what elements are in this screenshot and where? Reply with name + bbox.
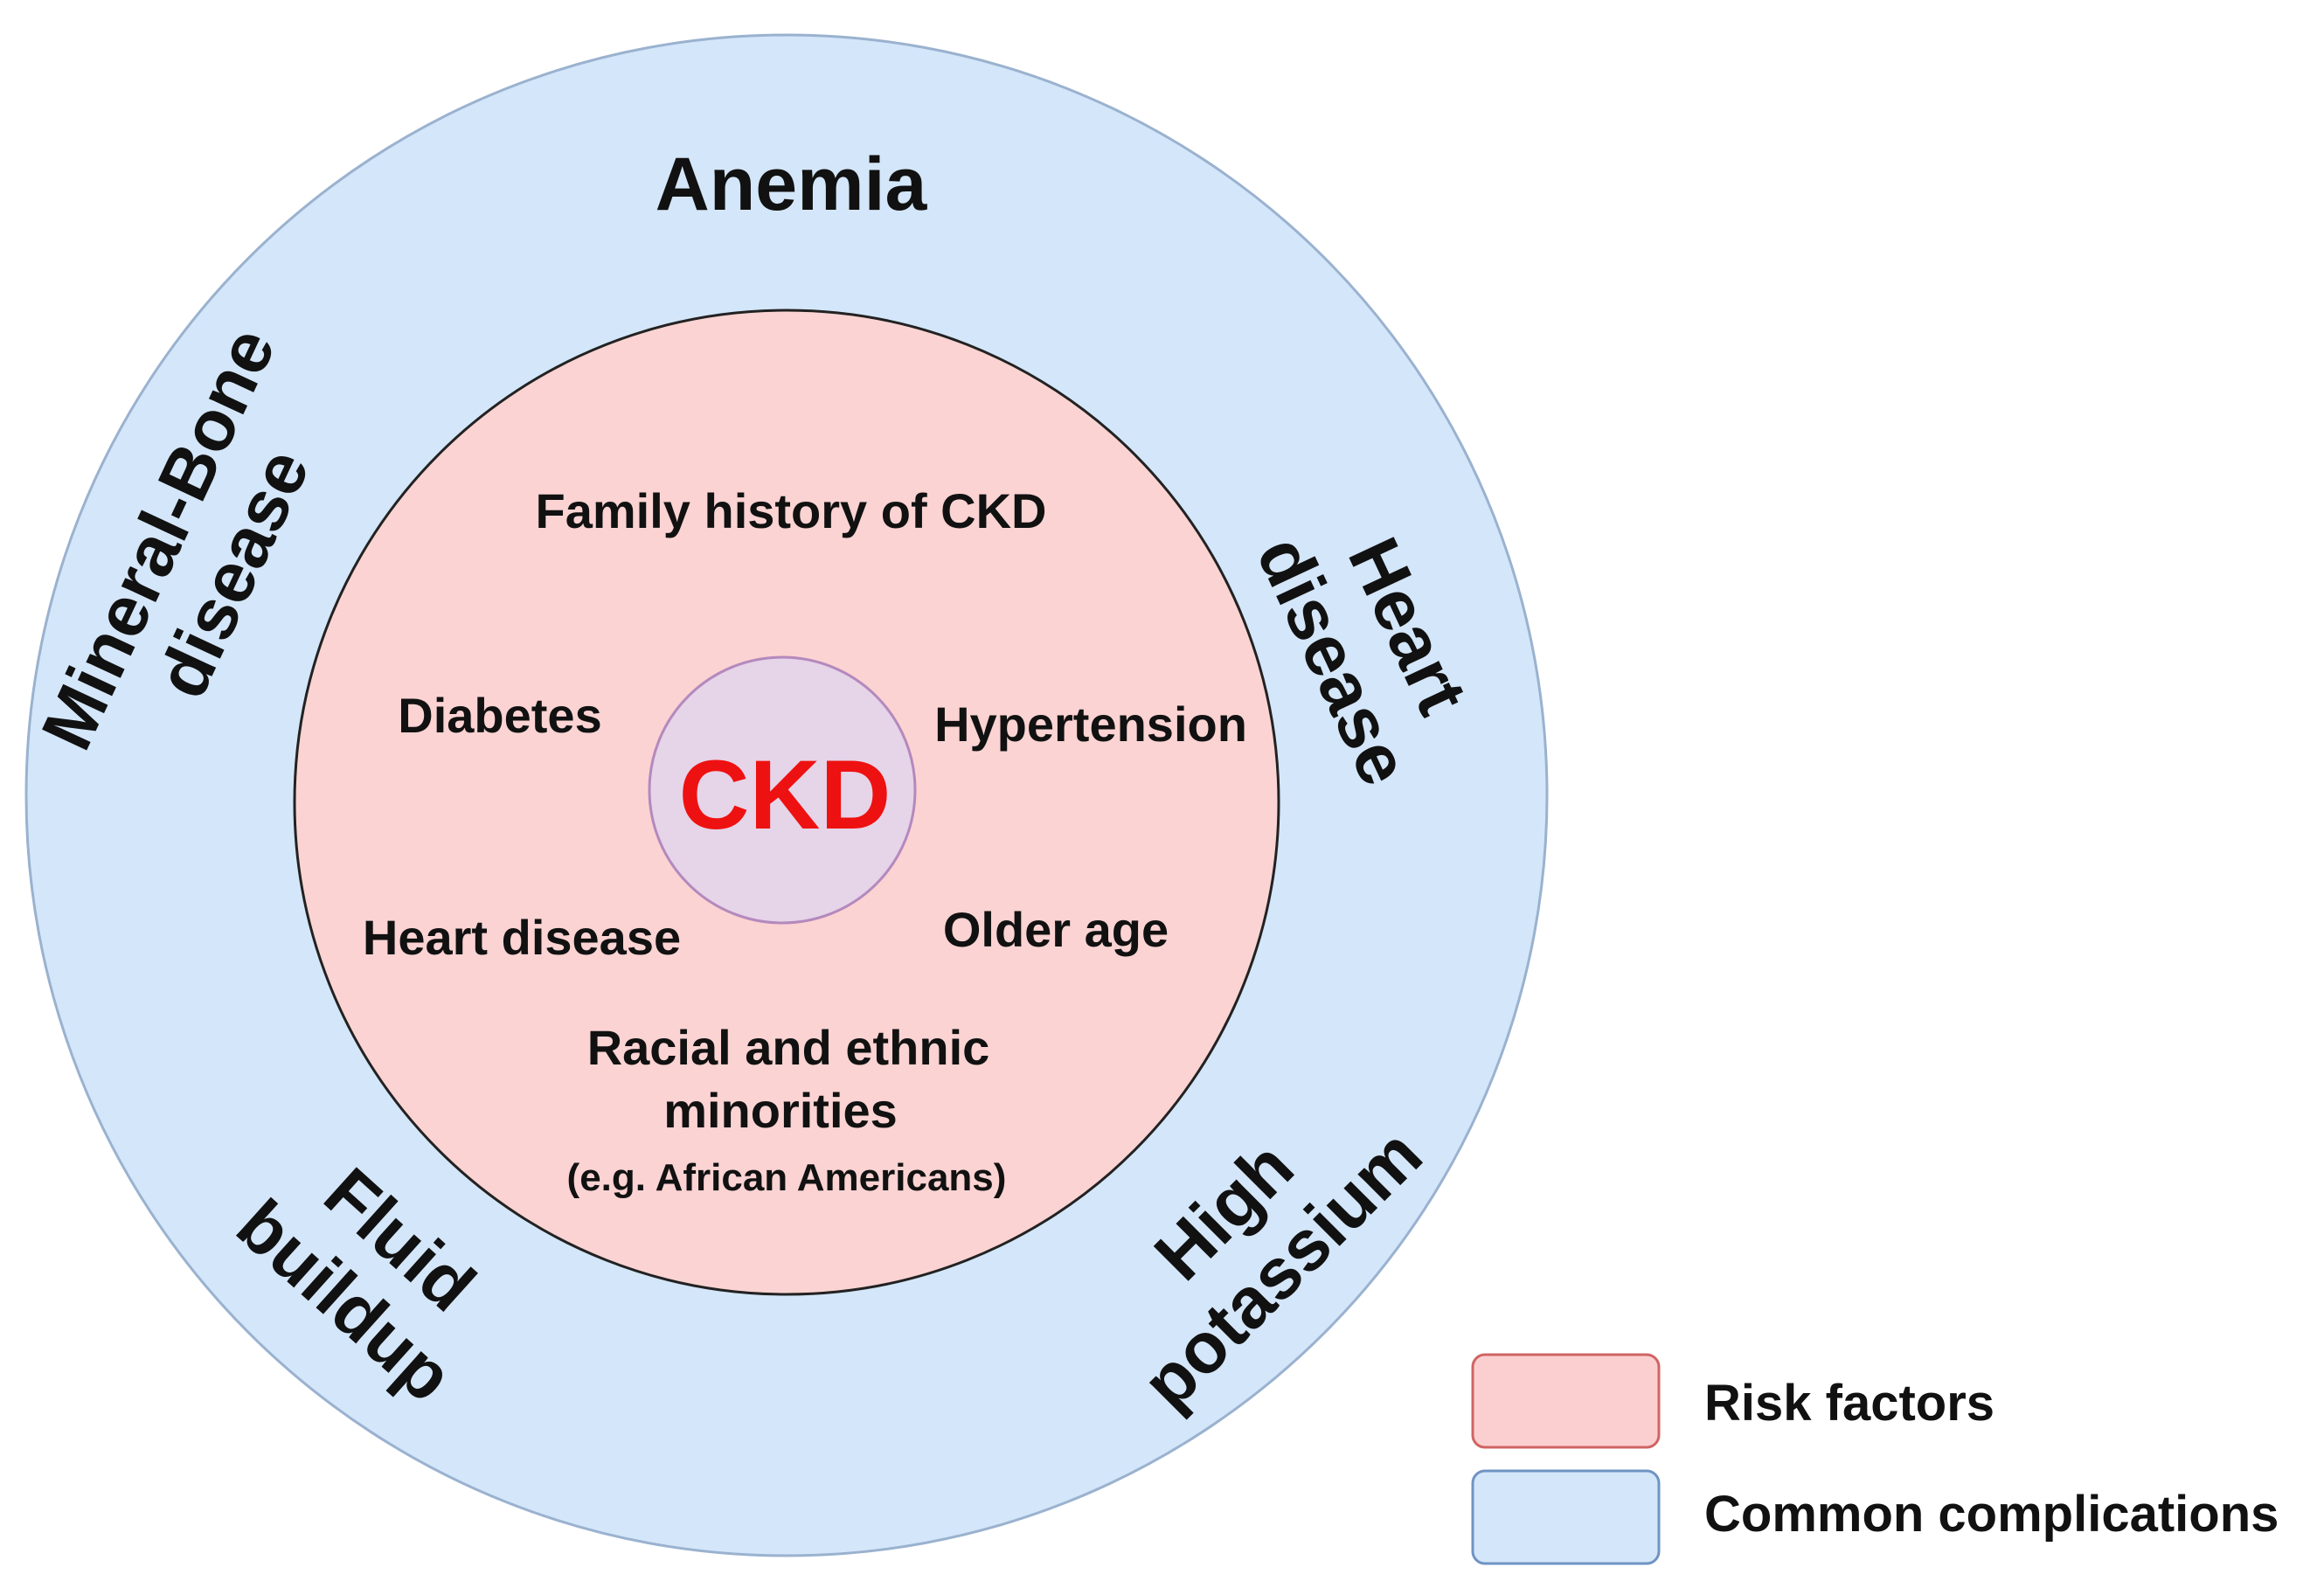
- legend: Risk factors Common complications: [1471, 1353, 2279, 1565]
- ckd-center-label: CKD: [679, 740, 891, 849]
- risk-older-age: Older age: [943, 902, 1169, 957]
- risk-minorities-line1: Racial and ethnic: [587, 1020, 990, 1075]
- legend-complications-swatch: [1471, 1469, 1661, 1565]
- risk-family-history: Family history of CKD: [536, 483, 1047, 538]
- legend-risk-label: Risk factors: [1704, 1375, 1994, 1432]
- ckd-center-circle: [648, 655, 917, 925]
- risk-minorities-example: (e.g. African Americans): [567, 1156, 1007, 1199]
- complication-anemia: Anemia: [656, 142, 928, 226]
- risk-hypertension: Hypertension: [934, 697, 1247, 752]
- risk-diabetes: Diabetes: [398, 688, 601, 743]
- legend-risk-swatch: [1471, 1353, 1661, 1449]
- risk-heart-disease: Heart disease: [363, 910, 681, 965]
- risk-minorities-line2: minorities: [663, 1083, 898, 1138]
- legend-complications-label: Common complications: [1704, 1486, 2279, 1543]
